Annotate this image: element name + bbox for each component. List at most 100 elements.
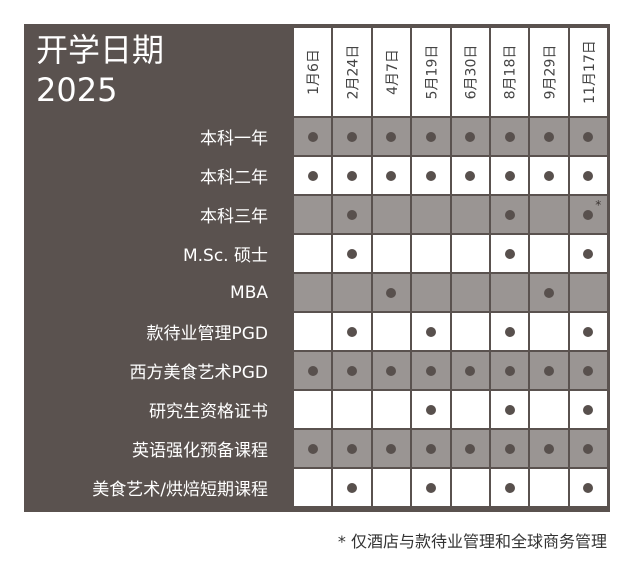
schedule-cell bbox=[451, 157, 489, 194]
schedule-cell bbox=[569, 274, 608, 311]
schedule-cell bbox=[372, 274, 411, 311]
schedule-cell bbox=[333, 157, 371, 194]
intake-dot bbox=[347, 482, 358, 493]
schedule-cell bbox=[530, 196, 568, 233]
intake-dot bbox=[504, 365, 515, 376]
schedule-cell bbox=[569, 118, 608, 155]
intake-dot bbox=[386, 131, 397, 142]
date-header: 2月24日 bbox=[333, 28, 371, 116]
schedule-cell bbox=[333, 235, 371, 272]
schedule-cell bbox=[451, 352, 489, 389]
intake-dot bbox=[307, 443, 318, 454]
schedule-cell bbox=[491, 118, 529, 155]
schedule-cell bbox=[451, 196, 489, 233]
intake-dot bbox=[347, 209, 358, 220]
schedule-cell bbox=[451, 235, 489, 272]
schedule-cell bbox=[372, 235, 411, 272]
intake-dot bbox=[583, 443, 594, 454]
schedule-cell bbox=[333, 274, 371, 311]
intake-dot bbox=[425, 482, 436, 493]
schedule-cell bbox=[491, 235, 529, 272]
schedule-cell bbox=[569, 391, 608, 428]
schedule-cell bbox=[333, 469, 371, 506]
program-label: 西方美食艺术PGD bbox=[129, 363, 268, 383]
intake-dot bbox=[504, 209, 515, 220]
schedule-cell bbox=[294, 196, 332, 233]
intake-dot bbox=[504, 326, 515, 337]
schedule-cell bbox=[451, 469, 489, 506]
schedule-cell bbox=[372, 469, 411, 506]
intake-dot bbox=[347, 443, 358, 454]
footnote-marker: * bbox=[595, 198, 602, 212]
program-label: 本科三年 bbox=[200, 207, 268, 227]
date-header-label: 8月18日 bbox=[502, 44, 519, 100]
schedule-cell bbox=[372, 118, 411, 155]
schedule-cell bbox=[333, 313, 371, 350]
schedule-cell bbox=[372, 430, 411, 467]
schedule-cell bbox=[530, 235, 568, 272]
intake-dot bbox=[504, 404, 515, 415]
intake-dot bbox=[583, 326, 594, 337]
intake-dot bbox=[425, 443, 436, 454]
schedule-cell bbox=[451, 391, 489, 428]
date-header: 6月30日 bbox=[451, 28, 489, 116]
schedule-cell bbox=[569, 469, 608, 506]
date-header-label: 6月30日 bbox=[463, 44, 480, 100]
schedule-cell bbox=[412, 313, 450, 350]
schedule-cell bbox=[491, 430, 529, 467]
intake-dot bbox=[386, 170, 397, 181]
schedule-cell bbox=[333, 430, 371, 467]
date-header-label: 11月17日 bbox=[581, 40, 598, 104]
schedule-cell bbox=[491, 157, 529, 194]
date-header-label: 2月24日 bbox=[345, 44, 362, 100]
schedule-cell bbox=[530, 157, 568, 194]
intake-dot bbox=[307, 365, 318, 376]
schedule-cell bbox=[294, 235, 332, 272]
schedule-cell bbox=[412, 235, 450, 272]
schedule-cell bbox=[333, 352, 371, 389]
intake-dot bbox=[544, 170, 555, 181]
intake-dot bbox=[465, 443, 476, 454]
intake-dot bbox=[544, 365, 555, 376]
intake-dot bbox=[465, 131, 476, 142]
title-line-1: 开学日期 bbox=[36, 31, 165, 69]
intake-dot bbox=[307, 131, 318, 142]
schedule-cell bbox=[294, 352, 332, 389]
program-label: MBA bbox=[230, 282, 268, 303]
schedule-cell bbox=[333, 196, 371, 233]
schedule-cell bbox=[569, 157, 608, 194]
intake-dot bbox=[386, 443, 397, 454]
date-header-label: 9月29日 bbox=[542, 44, 559, 100]
schedule-cell bbox=[530, 469, 568, 506]
schedule-cell bbox=[372, 352, 411, 389]
date-header: 9月29日 bbox=[530, 28, 568, 116]
intake-dot bbox=[504, 443, 515, 454]
intake-dot bbox=[544, 131, 555, 142]
schedule-cell bbox=[569, 235, 608, 272]
schedule-cell bbox=[451, 313, 489, 350]
intake-dot bbox=[386, 287, 397, 298]
schedule-cell bbox=[294, 469, 332, 506]
schedule-cell bbox=[530, 274, 568, 311]
intake-dot bbox=[307, 170, 318, 181]
intake-dot bbox=[347, 248, 358, 259]
program-label: 美食艺术/烘焙短期课程 bbox=[92, 480, 268, 500]
intake-dot bbox=[347, 326, 358, 337]
intake-dot bbox=[544, 287, 555, 298]
intake-dot bbox=[347, 170, 358, 181]
schedule-cell bbox=[491, 313, 529, 350]
intake-dot bbox=[347, 365, 358, 376]
intake-dot bbox=[504, 170, 515, 181]
date-header: 5月19日 bbox=[412, 28, 450, 116]
schedule-cell bbox=[451, 274, 489, 311]
intake-dot bbox=[425, 326, 436, 337]
intake-dot bbox=[544, 443, 555, 454]
schedule-cell bbox=[412, 157, 450, 194]
intake-dot bbox=[583, 209, 594, 220]
intake-dot bbox=[583, 248, 594, 259]
date-header-label: 4月7日 bbox=[384, 49, 401, 95]
intake-dot bbox=[425, 365, 436, 376]
intake-dot bbox=[504, 482, 515, 493]
date-header: 8月18日 bbox=[491, 28, 529, 116]
schedule-cell bbox=[294, 430, 332, 467]
